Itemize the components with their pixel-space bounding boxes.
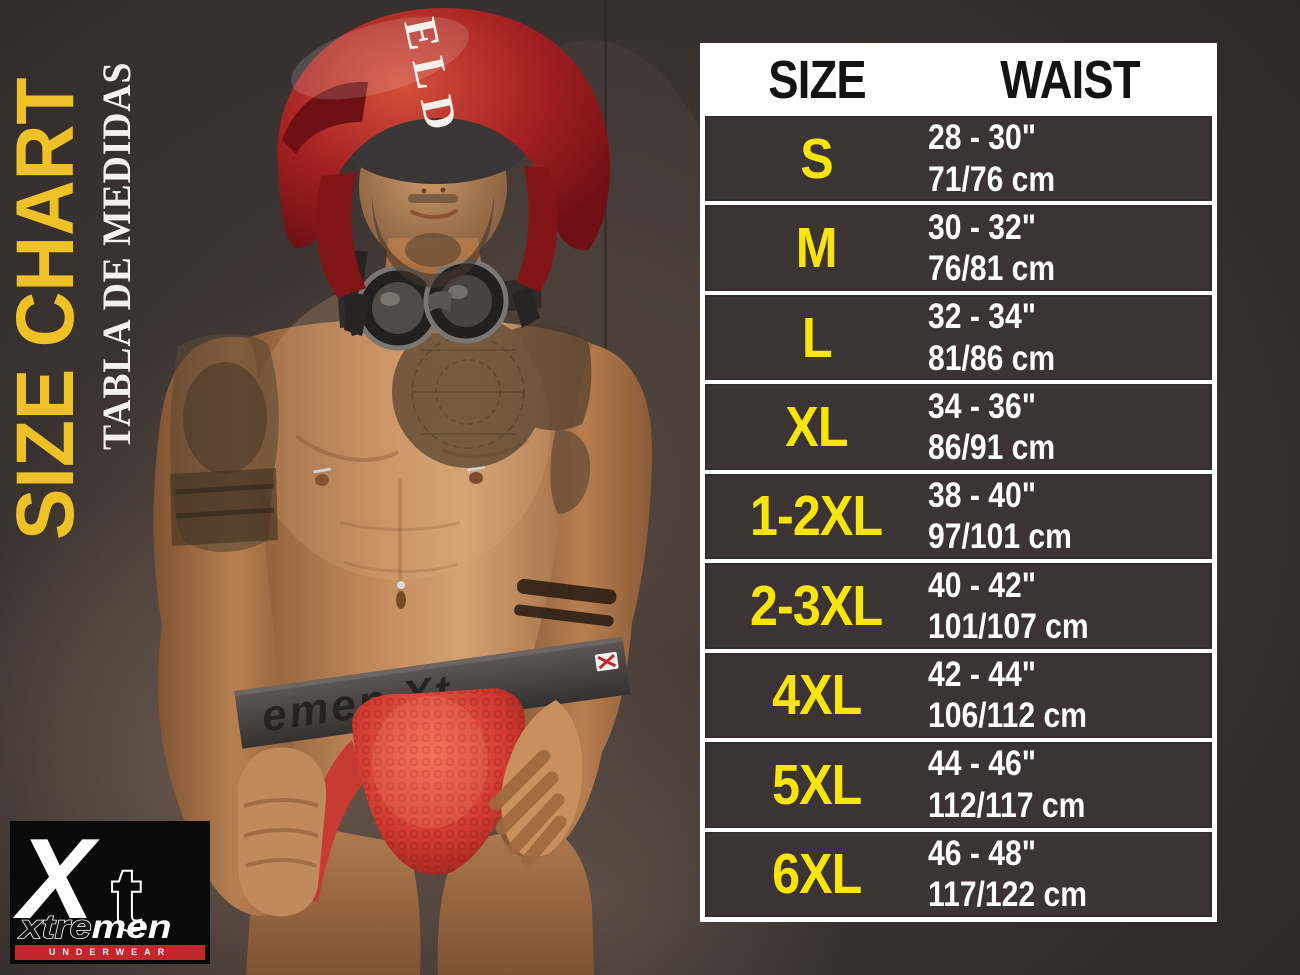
- armband-tattoos: [514, 578, 617, 627]
- size-table: SIZE WAIST S 28 - 30" 71/76 cm M 30 - 32…: [700, 43, 1217, 922]
- waist-inches: 42 - 44": [928, 655, 1037, 695]
- size-table-row: 1-2XL 38 - 40" 97/101 cm: [705, 473, 1212, 560]
- size-table-rows: S 28 - 30" 71/76 cm M 30 - 32" 76/81 cm …: [705, 112, 1212, 917]
- waist-cm: 106/112 cm: [928, 696, 1088, 736]
- waist-inches: 32 - 34": [928, 297, 1037, 337]
- helmet: ELD: [277, 7, 611, 336]
- page-subtitle-text: TABLA DE MEDIDAS: [94, 61, 139, 450]
- left-hand: [238, 747, 327, 917]
- size-cell: XL: [785, 395, 848, 460]
- size-cell: 2-3XL: [750, 573, 883, 638]
- waist-cell: 42 - 44" 106/112 cm: [928, 653, 1212, 738]
- waist-cell: 30 - 32" 76/81 cm: [928, 205, 1212, 290]
- navel: [396, 591, 406, 609]
- logo-wordmark: xtremen: [19, 908, 172, 945]
- logo-monogram-x: X: [18, 816, 95, 943]
- waist-cm: 71/76 cm: [928, 159, 1056, 199]
- size-table-row: 2-3XL 40 - 42" 101/107 cm: [705, 563, 1212, 649]
- page-title-text: SIZE CHART: [0, 77, 91, 540]
- waist-inches: 28 - 30": [928, 118, 1037, 158]
- size-table-header: SIZE WAIST: [705, 48, 1212, 112]
- waist-inches: 40 - 42": [928, 565, 1037, 605]
- waist-cell: 44 - 46" 112/117 cm: [928, 742, 1212, 827]
- waist-cm: 97/101 cm: [928, 517, 1073, 557]
- page-title: SIZE CHART: [0, 12, 92, 540]
- waist-cm: 81/86 cm: [928, 338, 1056, 378]
- page-subtitle: TABLA DE MEDIDAS: [92, 20, 142, 450]
- logo-tagline: UNDERWEAR: [15, 945, 205, 960]
- waist-inches: 44 - 46": [928, 744, 1037, 784]
- size-cell: 1-2XL: [750, 484, 883, 549]
- size-cell: M: [796, 216, 838, 281]
- waist-cell: 28 - 30" 71/76 cm: [928, 116, 1212, 201]
- logo-monogram-t: t: [110, 849, 143, 948]
- size-table-row: 6XL 46 - 48" 117/122 cm: [705, 831, 1212, 917]
- size-cell: S: [800, 126, 833, 191]
- size-cell: 4XL: [771, 663, 862, 728]
- navel-piercing: [397, 581, 405, 589]
- nipple-left: [315, 474, 329, 486]
- brand-logo: X t xtremen UNDERWEAR: [10, 821, 210, 964]
- waist-cell: 34 - 36" 86/91 cm: [928, 384, 1212, 469]
- column-header-size: SIZE: [767, 50, 866, 110]
- size-table-row: S 28 - 30" 71/76 cm: [705, 116, 1212, 202]
- waist-cell: 40 - 42" 101/107 cm: [928, 563, 1212, 648]
- size-table-row: 5XL 44 - 46" 112/117 cm: [705, 742, 1212, 828]
- nipple-right: [469, 472, 483, 484]
- column-header-waist: WAIST: [1000, 50, 1140, 110]
- waist-cell: 38 - 40" 97/101 cm: [928, 474, 1212, 559]
- waist-cm: 76/81 cm: [928, 249, 1056, 289]
- waist-cell: 46 - 48" 117/122 cm: [928, 832, 1212, 917]
- waist-cm: 101/107 cm: [928, 606, 1089, 646]
- chest-tattoo: [392, 316, 592, 468]
- waist-cell: 32 - 34" 81/86 cm: [928, 295, 1212, 380]
- size-table-row: L 32 - 34" 81/86 cm: [705, 294, 1212, 381]
- waist-cm: 112/117 cm: [928, 785, 1086, 825]
- right-hand: [489, 700, 583, 867]
- waist-inches: 34 - 36": [928, 386, 1037, 426]
- size-table-row: M 30 - 32" 76/81 cm: [705, 205, 1212, 291]
- size-cell: 6XL: [771, 842, 862, 907]
- waist-inches: 38 - 40": [928, 476, 1037, 516]
- waist-inches: 30 - 32": [928, 207, 1037, 247]
- logo-wordmark-outline: xtre: [19, 908, 92, 945]
- size-table-row: 4XL 42 - 44" 106/112 cm: [705, 652, 1212, 739]
- size-cell: L: [801, 305, 833, 370]
- logo-wordmark-solid: men: [91, 908, 172, 945]
- model-photo: emen Xt: [0, 7, 740, 975]
- underwear-pouch: [296, 688, 564, 902]
- waist-inches: 46 - 48": [928, 833, 1037, 873]
- size-cell: 5XL: [771, 752, 862, 817]
- size-table-row: XL 34 - 36" 86/91 cm: [705, 384, 1212, 470]
- waist-cm: 86/91 cm: [928, 428, 1056, 468]
- waist-cm: 117/122 cm: [928, 875, 1088, 915]
